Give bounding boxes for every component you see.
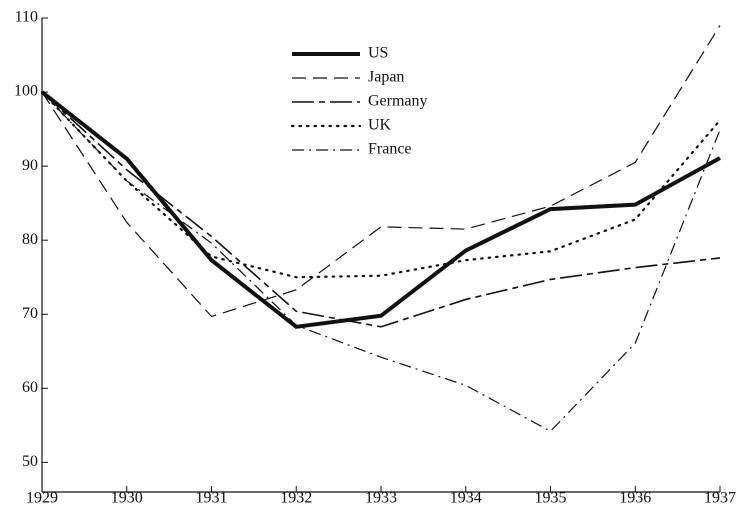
x-tick-label: 1931 — [196, 490, 228, 507]
y-tick-label: 70 — [22, 305, 38, 322]
x-tick-label: 1930 — [111, 490, 143, 507]
legend-label: UK — [368, 117, 392, 134]
series-line — [40, 90, 721, 329]
y-tick-label: 110 — [15, 9, 38, 26]
x-tick-label: 1936 — [619, 490, 651, 507]
legend-label: Germany — [368, 93, 428, 110]
series-line — [41, 91, 721, 433]
x-tick-label: 1935 — [535, 490, 567, 507]
y-tick-label: 50 — [22, 453, 38, 470]
x-tick-label: 1934 — [450, 490, 482, 507]
x-tick-label: 1929 — [26, 490, 58, 507]
y-tick-label: 90 — [22, 157, 38, 174]
legend-label: Japan — [368, 69, 404, 86]
y-tick-label: 100 — [14, 83, 38, 100]
x-tick-label: 1937 — [704, 490, 736, 507]
x-tick-label: 1933 — [365, 490, 397, 507]
legend-label: France — [368, 141, 412, 158]
series-line — [40, 90, 722, 279]
series-line — [41, 91, 721, 328]
y-tick-label: 60 — [22, 379, 38, 396]
x-tick-label: 1932 — [280, 490, 312, 507]
y-tick-label: 80 — [22, 231, 38, 248]
legend-label: US — [368, 45, 388, 62]
series-line — [41, 25, 721, 318]
